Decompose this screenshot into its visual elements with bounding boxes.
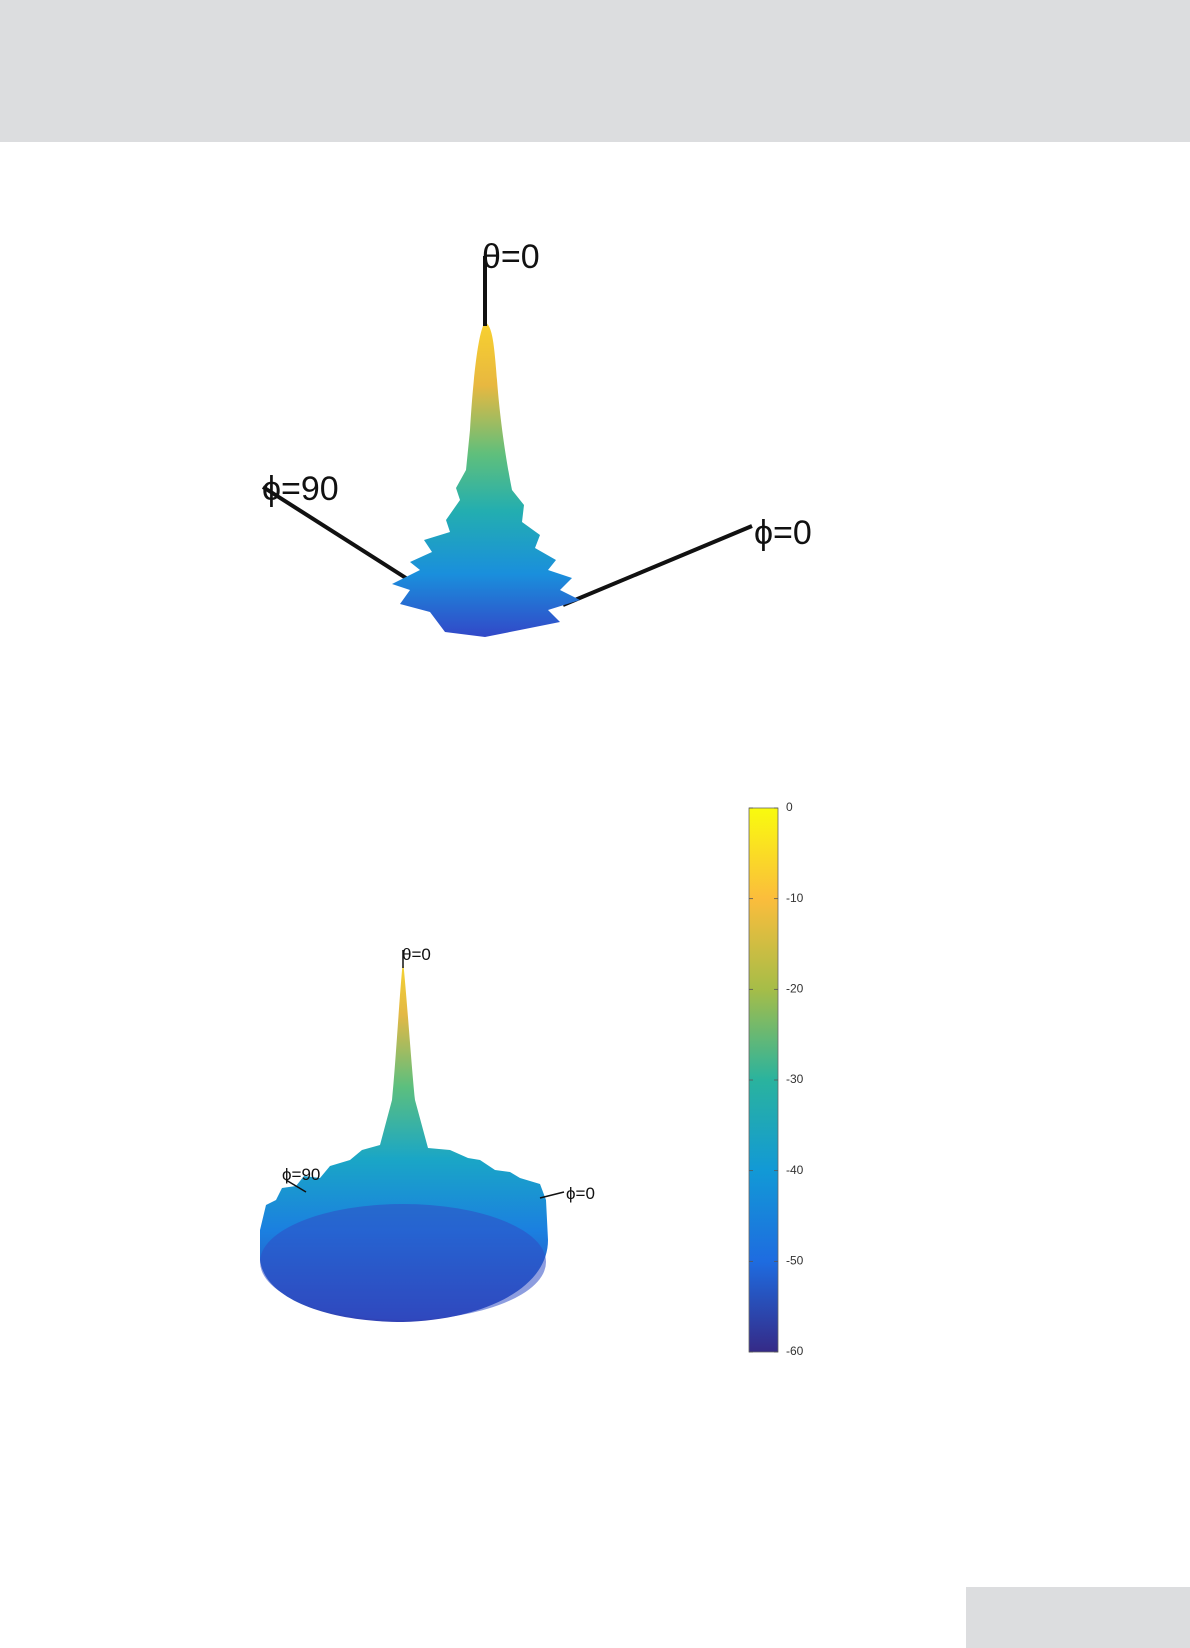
colorbar-tick-label: -30 <box>786 1072 804 1086</box>
footer-box <box>966 1587 1190 1648</box>
figure-top: θ=0 ϕ=90 ϕ=0 <box>261 238 812 637</box>
label-phi90: ϕ=90 <box>262 470 339 508</box>
colorbar: 0 -10 -20 -30 -40 -50 -60 <box>748 800 804 1358</box>
label-phi0: ϕ=0 <box>754 514 812 552</box>
colorbar-tick-label: 0 <box>786 800 793 814</box>
colorbar-tick-label: -20 <box>786 982 804 996</box>
label-theta0: θ=0 <box>402 945 431 964</box>
colorbar-tick-label: -10 <box>786 891 804 905</box>
axis-phi0 <box>562 524 753 607</box>
axis-phi90 <box>261 485 433 596</box>
colorbar-tick-label: -50 <box>786 1254 804 1268</box>
colorbar-tick-label: -60 <box>786 1344 804 1358</box>
label-phi0: ϕ=0 <box>566 1184 595 1203</box>
axis-phi0 <box>539 1191 565 1199</box>
header-band <box>0 0 1190 142</box>
figure-bottom: θ=0 ϕ=90 ϕ=0 <box>260 945 595 1322</box>
label-phi90: ϕ=90 <box>282 1165 320 1184</box>
axis-phi90 <box>285 1179 307 1193</box>
colorbar-tick-label: -40 <box>786 1163 804 1177</box>
surface-base <box>260 1204 546 1320</box>
radiation-lobe <box>392 322 580 637</box>
label-theta0: θ=0 <box>482 238 540 276</box>
colorbar-gradient <box>748 807 779 1353</box>
